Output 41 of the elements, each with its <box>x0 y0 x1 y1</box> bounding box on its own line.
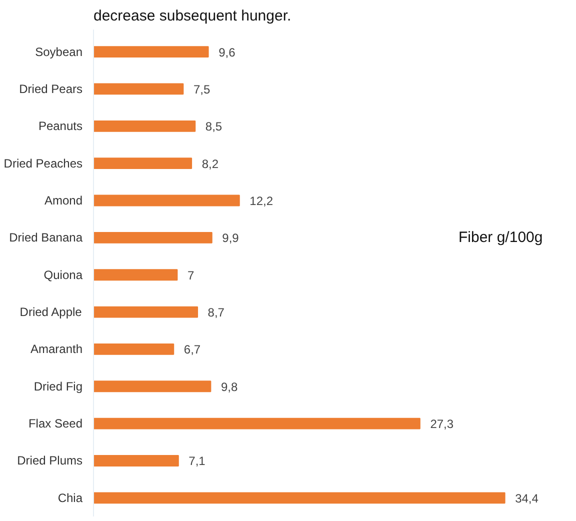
data-label: 27,3 <box>430 417 454 432</box>
y-tick-label: Quiona <box>44 268 83 282</box>
bar <box>94 120 196 132</box>
y-tick-label: Dried Fig <box>34 379 83 394</box>
bar <box>94 344 174 355</box>
bar <box>94 455 179 466</box>
bar <box>94 492 506 504</box>
text: Fiber g/100g <box>458 229 543 246</box>
bar <box>94 306 198 318</box>
data-label: 9,9 <box>222 231 240 246</box>
y-tick-label: Amond <box>44 194 83 208</box>
data-label: 9,8 <box>220 380 238 394</box>
y-tick-label: Flax Seed <box>28 416 82 431</box>
y-tick-label: Soybean <box>35 44 82 59</box>
data-label: 7,1 <box>188 454 206 468</box>
bar <box>94 158 192 170</box>
y-tick-label: Chia <box>58 490 83 505</box>
data-label: 9,6 <box>218 45 236 60</box>
bar <box>94 232 212 244</box>
y-tick-label: Amaranth <box>30 342 83 356</box>
data-label: 6,7 <box>184 342 201 357</box>
bar <box>94 194 240 206</box>
data-label: 8,7 <box>208 306 225 320</box>
bar <box>94 418 420 430</box>
data-label: 34,4 <box>515 491 539 506</box>
bar <box>94 380 212 392</box>
bar <box>94 46 209 58</box>
y-tick-label: Dried Pears <box>19 82 82 96</box>
y-tick-label: Dried Apple <box>20 305 82 320</box>
y-tick-label: Dried Plums <box>17 454 83 468</box>
bar <box>94 83 184 95</box>
y-tick-label: Dried Peaches <box>4 156 83 170</box>
data-label: 7,5 <box>193 82 210 96</box>
data-label: 8,5 <box>205 120 222 134</box>
y-tick-label: Dried Banana <box>9 230 83 245</box>
text: decrease subsequent hunger. <box>94 8 292 24</box>
data-label: 8,2 <box>202 156 219 171</box>
y-tick-label: Peanuts <box>38 119 83 134</box>
data-label: 7 <box>187 268 194 282</box>
data-label: 12,2 <box>250 194 274 208</box>
bar <box>94 269 178 281</box>
